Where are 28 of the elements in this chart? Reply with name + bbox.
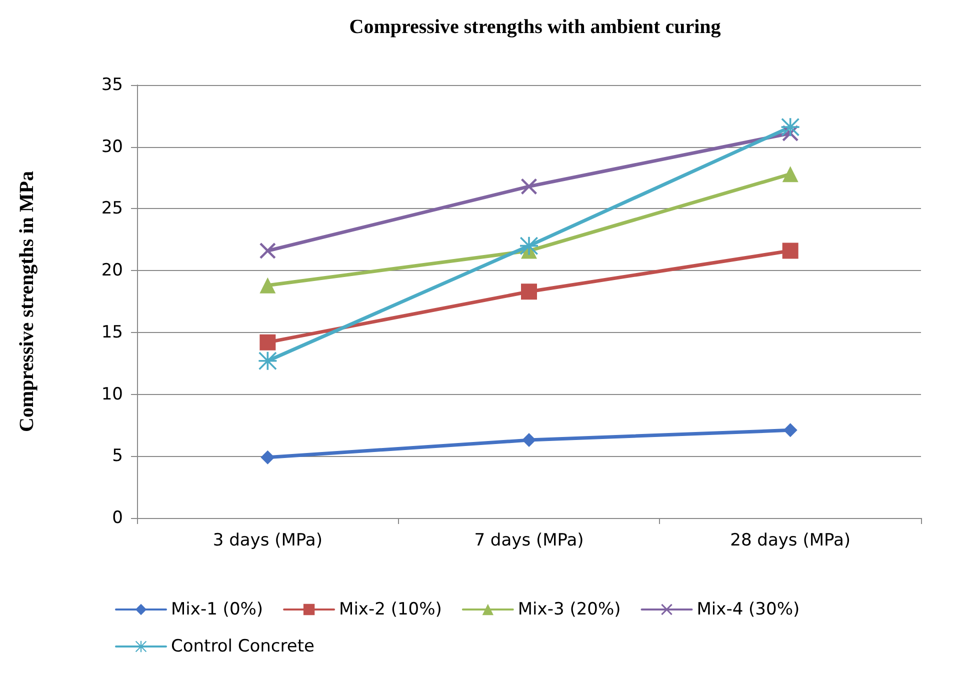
chart-title: Compressive strengths with ambient curing xyxy=(349,16,721,38)
point xyxy=(260,277,276,294)
y-tick-label: 20 xyxy=(101,260,123,281)
x-tick-label: 28 days (MPa) xyxy=(730,530,851,550)
x-tick-label: 3 days (MPa) xyxy=(212,530,322,550)
legend-label: Mix-1 (0%) xyxy=(171,600,264,620)
point xyxy=(522,433,536,448)
legend-label: Control Concrete xyxy=(171,636,314,656)
point xyxy=(521,284,537,300)
legend-label: Mix-2 (10%) xyxy=(339,600,442,620)
point xyxy=(782,242,798,259)
y-tick-label: 5 xyxy=(112,446,123,466)
point xyxy=(260,242,276,259)
point xyxy=(521,178,537,194)
point xyxy=(260,334,276,350)
legend-label: Mix-3 (20%) xyxy=(518,600,621,620)
y-tick-label: 10 xyxy=(101,384,123,404)
y-tick-label: 30 xyxy=(101,136,123,157)
x-tick-label: 7 days (MPa) xyxy=(474,530,584,550)
y-tick-label: 15 xyxy=(101,322,123,342)
point xyxy=(260,450,275,464)
legend-label: Mix-4 (30%) xyxy=(696,600,800,620)
y-axis-title: Compressive strengths in MPa xyxy=(16,171,38,432)
point xyxy=(782,166,798,182)
y-tick-label: 0 xyxy=(112,508,123,528)
y-tick-label: 35 xyxy=(101,75,123,95)
y-tick-label: 25 xyxy=(101,198,123,219)
point xyxy=(783,423,798,438)
